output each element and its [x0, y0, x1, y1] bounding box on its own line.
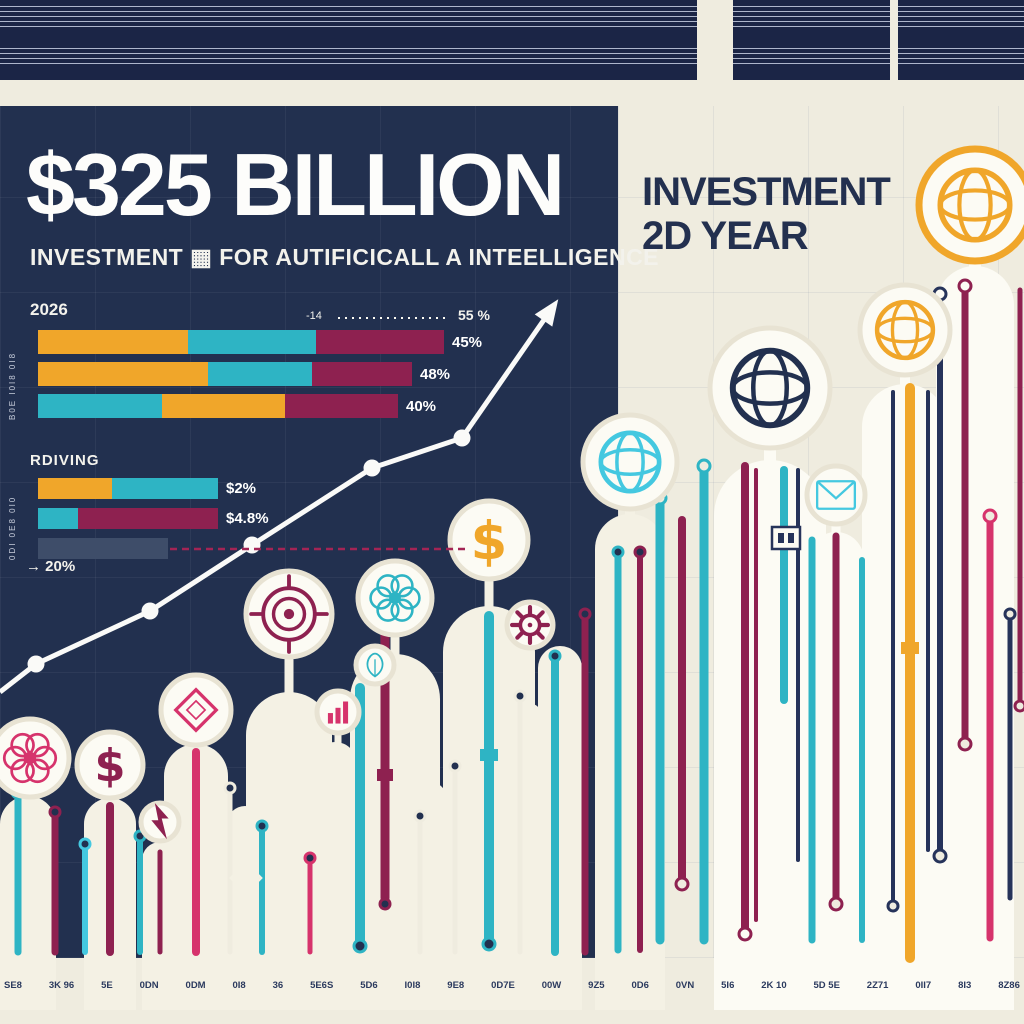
- header-band: [0, 0, 1024, 80]
- header-notch: [697, 0, 733, 80]
- axis-label: 2Z71: [866, 980, 889, 991]
- axis-label: SE8: [4, 980, 22, 991]
- axis-label: 5D 5E: [813, 980, 840, 991]
- navy-background-panel: [0, 106, 618, 958]
- axis-label: 8Z86: [998, 980, 1020, 991]
- axis-label: 36: [272, 980, 284, 991]
- axis-label: 5E: [101, 980, 113, 991]
- axis-label: 9Z5: [588, 980, 605, 991]
- axis-label: 0DM: [185, 980, 206, 991]
- axis-label: 5E6S: [310, 980, 334, 991]
- axis-label: 3K 96: [48, 980, 75, 991]
- x-axis-labels: SE8 3K 96 5E 0DN 0DM 0I8 36 5E6S 5D6 I0I8 9E8 0D7E 0…: [4, 980, 1020, 991]
- axis-label: 0VN: [675, 980, 695, 991]
- axis-label: 5D6: [360, 980, 378, 991]
- axis-label: 00W: [541, 980, 562, 991]
- cream-grid-panel: [618, 106, 1024, 958]
- axis-label: 8I3: [958, 980, 972, 991]
- header-notch-small: [890, 0, 898, 80]
- axis-label: 9E8: [447, 980, 465, 991]
- axis-label: 2K 10: [761, 980, 787, 991]
- axis-label: 0D6: [631, 980, 649, 991]
- axis-label: 0II7: [915, 980, 932, 991]
- axis-label: 0I8: [232, 980, 246, 991]
- axis-label: 0DN: [139, 980, 159, 991]
- header-stripes-top: [0, 4, 1024, 28]
- axis-label: 5I6: [721, 980, 735, 991]
- axis-label: I0I8: [404, 980, 421, 991]
- header-stripes-bottom: [0, 46, 1024, 68]
- axis-label: 0D7E: [491, 980, 515, 991]
